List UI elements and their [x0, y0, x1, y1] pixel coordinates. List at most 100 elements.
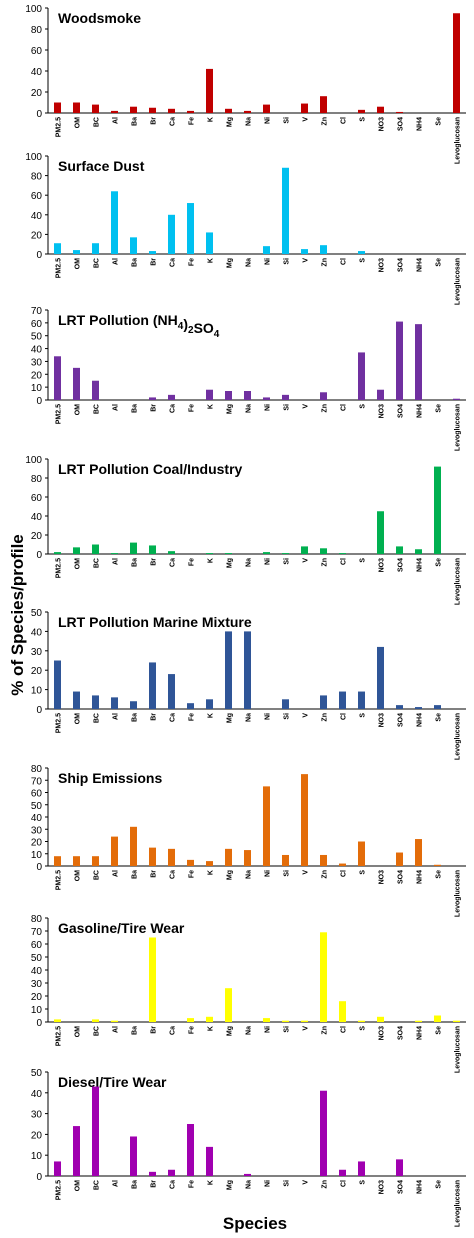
- bar-zn: [320, 932, 327, 1022]
- x-tick-label: NO3: [379, 558, 386, 573]
- y-tick-label: 70: [31, 927, 43, 938]
- y-tick-label: 40: [31, 966, 43, 977]
- bar-br: [149, 1171, 156, 1176]
- bar-zn: [320, 245, 327, 254]
- x-tick-label: OM: [75, 558, 82, 569]
- bar-zn: [320, 854, 327, 866]
- bar-levoglucosan: [453, 1020, 460, 1022]
- y-tick-label: 20: [31, 88, 43, 99]
- bar-al: [111, 1020, 118, 1022]
- y-tick-label: 50: [31, 332, 43, 343]
- y-tick-label: 50: [31, 953, 43, 964]
- y-tick-label: 70: [31, 776, 43, 787]
- y-tick-label: 20: [31, 992, 43, 1003]
- x-tick-label: BC: [94, 870, 101, 880]
- x-tick-label: Se: [436, 404, 443, 413]
- x-tick-label: BC: [94, 117, 101, 127]
- x-tick-label: SO4: [398, 1180, 405, 1194]
- x-tick-label: Ni: [265, 258, 272, 265]
- x-tick-label: NH4: [417, 404, 424, 418]
- x-tick-label: OM: [75, 404, 82, 415]
- x-tick-label: Na: [246, 870, 253, 879]
- x-tick-label: Si: [284, 1180, 291, 1187]
- bar-om: [73, 367, 80, 400]
- bar-s: [358, 1020, 365, 1022]
- y-tick-label: 0: [36, 1018, 42, 1029]
- bar-ni: [263, 786, 270, 866]
- x-tick-label: OM: [75, 1026, 82, 1037]
- bar-si: [282, 854, 289, 866]
- x-tick-label: Cl: [341, 1026, 348, 1033]
- x-tick-label: BC: [94, 1026, 101, 1036]
- x-tick-label: NO3: [379, 1180, 386, 1195]
- x-tick-label: Ca: [170, 870, 177, 879]
- bar-s: [358, 1161, 365, 1176]
- bar-zn: [320, 96, 327, 113]
- y-tick-label: 30: [31, 979, 43, 990]
- y-tick-label: 30: [31, 1110, 43, 1121]
- y-tick-label: 60: [31, 191, 43, 202]
- bar-s: [358, 352, 365, 400]
- bar-v: [301, 103, 308, 113]
- x-tick-label: Levoglucosan: [455, 258, 462, 305]
- x-tick-label: Mg: [227, 870, 234, 880]
- x-tick-label: S: [360, 117, 367, 122]
- y-tick-label: 10: [31, 850, 43, 861]
- bar-nh4: [415, 839, 422, 866]
- y-tick-label: 80: [31, 25, 43, 36]
- x-tick-label: Ni: [265, 1180, 272, 1187]
- bar-so4: [396, 705, 403, 709]
- x-axis-label: Species: [222, 1214, 288, 1233]
- x-tick-label: NH4: [417, 258, 424, 272]
- bar-k: [206, 1016, 213, 1022]
- x-tick-label: Levoglucosan: [455, 404, 462, 451]
- x-tick-label: Ni: [265, 870, 272, 877]
- bar-bc: [92, 1086, 99, 1176]
- bar-so4: [396, 546, 403, 554]
- x-tick-label: Si: [284, 870, 291, 877]
- x-tick-label: K: [208, 1026, 215, 1031]
- bar-mg: [225, 848, 232, 866]
- x-tick-label: V: [303, 870, 310, 875]
- x-tick-label: SO4: [398, 713, 405, 727]
- chart-title: Ship Emissions: [58, 770, 162, 786]
- bar-bc: [92, 380, 99, 400]
- bar-si: [282, 1020, 289, 1022]
- y-tick-label: 40: [31, 211, 43, 222]
- bar-si: [282, 394, 289, 400]
- x-tick-label: Ba: [132, 404, 139, 413]
- y-tick-label: 40: [31, 67, 43, 78]
- bar-so4: [396, 111, 403, 113]
- bar-v: [301, 249, 308, 254]
- bar-bc: [92, 243, 99, 254]
- x-tick-label: Levoglucosan: [455, 713, 462, 760]
- bar-fe: [187, 203, 194, 254]
- x-tick-label: Br: [151, 404, 158, 412]
- bar-ba: [130, 542, 137, 554]
- bar-zn: [320, 1090, 327, 1176]
- y-tick-label: 0: [36, 250, 42, 261]
- bar-cl: [339, 553, 346, 554]
- chart-panel-5: 0 10 20 30 40 50 LRT Pollution Marine Mixture P…: [31, 608, 466, 760]
- y-tick-label: 60: [31, 493, 43, 504]
- y-tick-label: 10: [31, 383, 43, 394]
- y-tick-label: 80: [31, 914, 43, 925]
- x-tick-label: S: [360, 870, 367, 875]
- x-tick-label: Levoglucosan: [455, 1180, 462, 1227]
- bar-al: [111, 697, 118, 709]
- x-tick-label: Ca: [170, 117, 177, 126]
- y-tick-label: 0: [36, 705, 42, 716]
- bar-s: [358, 691, 365, 709]
- x-tick-label: Levoglucosan: [455, 1026, 462, 1073]
- y-tick-label: 0: [36, 396, 42, 407]
- x-tick-label: Cl: [341, 870, 348, 877]
- x-tick-label: BC: [94, 258, 101, 268]
- bar-na: [244, 631, 251, 709]
- y-tick-label: 20: [31, 230, 43, 241]
- y-tick-label: 0: [36, 1172, 42, 1183]
- bar-nh4: [415, 324, 422, 400]
- x-tick-label: OM: [75, 117, 82, 128]
- bar-ca: [168, 214, 175, 254]
- bar-ba: [130, 106, 137, 113]
